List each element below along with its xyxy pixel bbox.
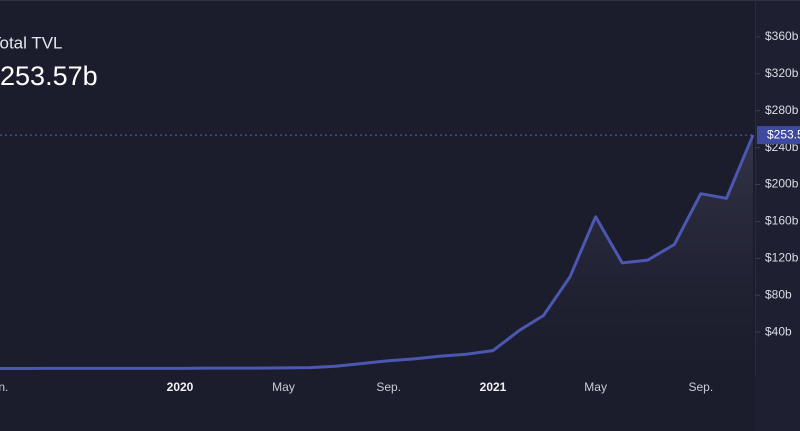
x-tick-label: 2020 <box>167 380 194 394</box>
line <box>0 134 755 370</box>
y-tick-label: $360b <box>765 29 799 43</box>
y-tick-label: $80b <box>765 287 792 301</box>
y-tick-label: $120b <box>765 250 799 264</box>
x-tick-label: Jun. <box>0 380 8 394</box>
current-value: $253.57b <box>0 61 98 91</box>
current-value-tag-label: $253.57b <box>767 127 800 141</box>
x-tick-label: 2021 <box>480 380 507 394</box>
y-axis-panel <box>755 0 800 431</box>
x-tick-label: Sep. <box>688 380 713 394</box>
x-tick-label: Sep. <box>376 380 401 394</box>
y-tick-label: $160b <box>765 214 799 228</box>
chart-title: Total TVL <box>0 33 63 52</box>
y-tick-label: $280b <box>765 103 799 117</box>
x-tick-label: May <box>584 380 607 394</box>
y-tick-label: $200b <box>765 177 799 191</box>
plot: Jun. 2020 May Sep. 2021 May Sep. $40b $80b $120b $… <box>0 29 800 394</box>
area-fill <box>0 135 753 369</box>
x-tick-label: May <box>272 380 295 394</box>
y-tick-label: $320b <box>765 66 799 80</box>
current-value-tag <box>757 126 800 145</box>
y-tick-label: $40b <box>765 324 792 338</box>
